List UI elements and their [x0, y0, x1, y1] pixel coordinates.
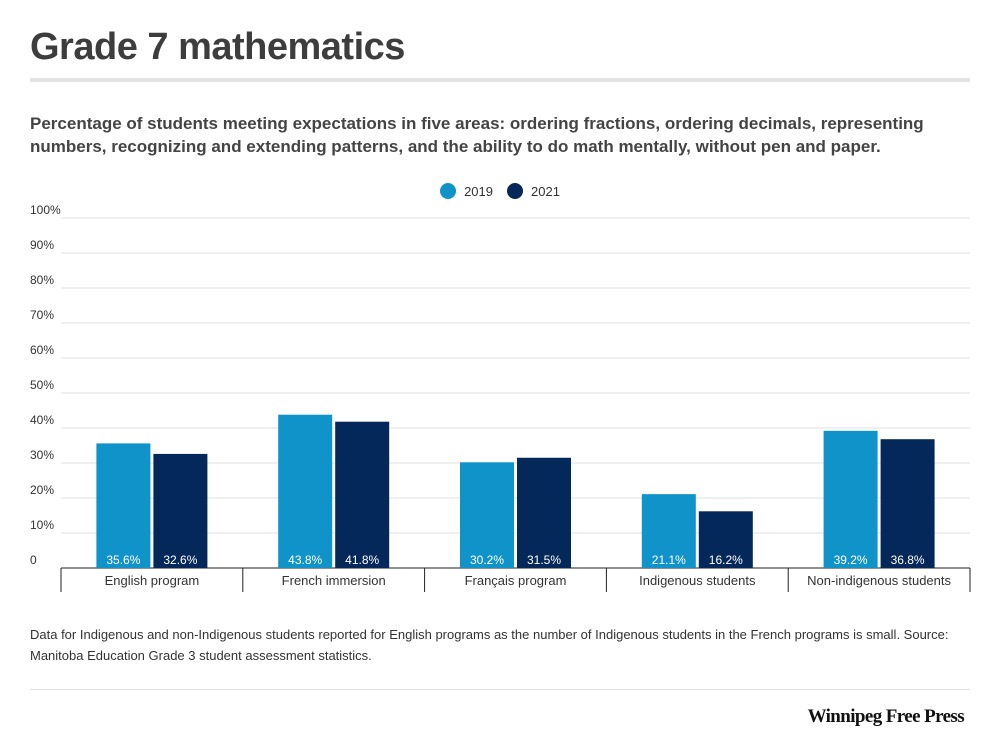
- y-tick-label: 0: [30, 553, 37, 567]
- y-tick-label: 80%: [30, 273, 54, 287]
- data-label-2019: 43.8%: [288, 553, 322, 567]
- data-label-2021: 32.6%: [163, 553, 197, 567]
- legend-swatch-2019: [440, 183, 457, 199]
- legend-item-2021[interactable]: 2021: [507, 183, 560, 199]
- bar-2021: [880, 439, 935, 568]
- bar-2021: [698, 511, 753, 568]
- x-tick-label: English program: [105, 573, 200, 588]
- y-tick-label: 40%: [30, 413, 54, 427]
- legend-item-2019[interactable]: 2019: [440, 183, 493, 199]
- y-tick-label: 50%: [30, 378, 54, 392]
- y-tick-label: 20%: [30, 483, 54, 497]
- bar-2021: [153, 453, 208, 568]
- title-divider: [30, 78, 970, 82]
- y-tick-label: 90%: [30, 238, 54, 252]
- data-label-2021: 36.8%: [891, 553, 925, 567]
- bar-2019: [823, 430, 878, 568]
- chart-title: Grade 7 mathematics: [30, 26, 405, 68]
- data-label-2021: 41.8%: [345, 553, 379, 567]
- bar-2019: [96, 443, 151, 568]
- x-tick-label: Non-indigenous students: [807, 573, 951, 588]
- bar-chart: 0 10% 20% 30% 40% 50% 60% 70% 80% 90% 100% 35.6% 32.…: [30, 203, 971, 592]
- data-label-2019: 21.1%: [652, 553, 686, 567]
- data-label-2019: 30.2%: [470, 553, 504, 567]
- y-tick-label: 30%: [30, 448, 54, 462]
- legend-swatch-2021: [507, 183, 523, 199]
- chart-subtitle: Percentage of students meeting expectati…: [30, 114, 924, 156]
- chart-footnote: Data for Indigenous and non-Indigenous s…: [30, 627, 949, 663]
- brand-logo: Winnipeg Free Press: [807, 706, 965, 727]
- bar-2019: [641, 494, 696, 568]
- bar-2019: [278, 414, 333, 568]
- legend-label-2019: 2019: [464, 183, 493, 199]
- footer-divider: [30, 689, 970, 690]
- x-tick-label: Indigenous students: [639, 573, 756, 588]
- x-tick-label: Français program: [465, 573, 567, 588]
- data-label-2021: 31.5%: [527, 553, 561, 567]
- y-tick-label: 10%: [30, 518, 54, 532]
- bar-2019: [460, 462, 514, 568]
- legend: 2019 2021: [0, 183, 1000, 199]
- y-tick-label: 70%: [30, 308, 54, 322]
- bar-2021: [335, 421, 390, 568]
- data-label-2019: 35.6%: [106, 553, 140, 567]
- legend-label-2021: 2021: [531, 183, 560, 199]
- data-label-2021: 16.2%: [709, 553, 743, 567]
- x-tick-label: French immersion: [282, 573, 386, 588]
- data-label-2019: 39.2%: [834, 553, 868, 567]
- y-tick-label: 60%: [30, 343, 54, 357]
- bar-2021: [517, 457, 571, 568]
- y-tick-label: 100%: [30, 203, 61, 217]
